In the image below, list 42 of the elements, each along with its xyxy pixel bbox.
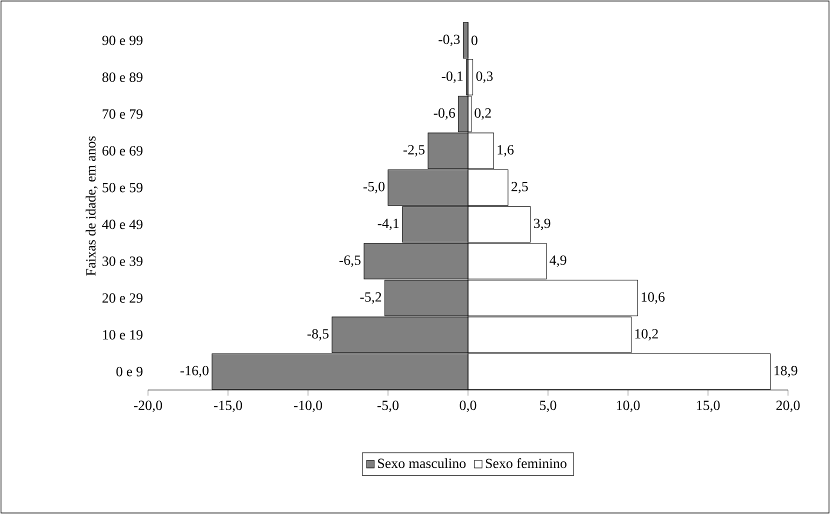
data-label: -0,3: [438, 34, 460, 46]
data-label: 10,2: [635, 329, 658, 341]
data-label: 0: [471, 36, 478, 46]
legend-label: Sexo masculino: [378, 458, 466, 468]
data-label: -16,0: [180, 366, 209, 378]
x-tick-label: 5,0: [540, 400, 556, 412]
data-label: -8,5: [307, 329, 329, 341]
y-tick-label: 0 e 9: [116, 366, 142, 376]
data-label: 10,6: [642, 292, 665, 304]
legend-label: Sexo feminino: [486, 458, 566, 468]
data-label: -0,6: [434, 108, 456, 120]
y-tick-label: 60 e 69: [102, 146, 142, 156]
data-label: -5,2: [360, 292, 382, 304]
y-tick-label: 40 e 49: [102, 220, 142, 230]
x-tick-label: 0,0: [460, 400, 476, 412]
data-label: 0,3: [476, 71, 493, 83]
y-tick-label: 20 e 29: [102, 293, 142, 303]
data-label: 3,9: [534, 218, 550, 230]
y-tick-label: 10 e 19: [103, 330, 142, 340]
y-tick-label: 30 e 39: [102, 256, 142, 266]
x-tick-label: -10,0: [294, 400, 322, 412]
data-label: 0,2: [474, 108, 491, 120]
y-tick-label: 90 e 99: [102, 36, 142, 46]
data-label: -2,5: [403, 145, 425, 157]
y-tick-label: 80 e 89: [102, 72, 142, 82]
x-tick-label: -5,0: [377, 400, 399, 412]
data-label: -5,0: [363, 182, 385, 194]
x-tick-label: 15,0: [696, 400, 720, 412]
data-label: 1,6: [498, 145, 514, 157]
data-label: -4,1: [378, 218, 399, 230]
data-label: -0,1: [442, 71, 463, 83]
y-axis-title: Faixas de idade, em anos: [86, 136, 98, 276]
data-label: 4,9: [550, 255, 566, 267]
data-label: 2,5: [512, 182, 528, 194]
y-tick-label: 50 e 59: [102, 182, 142, 192]
data-label: 18,9: [774, 366, 798, 378]
x-tick-label: -20,0: [134, 400, 162, 412]
data-label: -6,5: [339, 255, 361, 267]
x-tick-label: -15,0: [214, 400, 242, 412]
x-tick-label: 20,0: [776, 400, 800, 412]
y-tick-label: 70 e 79: [102, 109, 142, 119]
x-tick-label: 10,0: [616, 400, 640, 412]
